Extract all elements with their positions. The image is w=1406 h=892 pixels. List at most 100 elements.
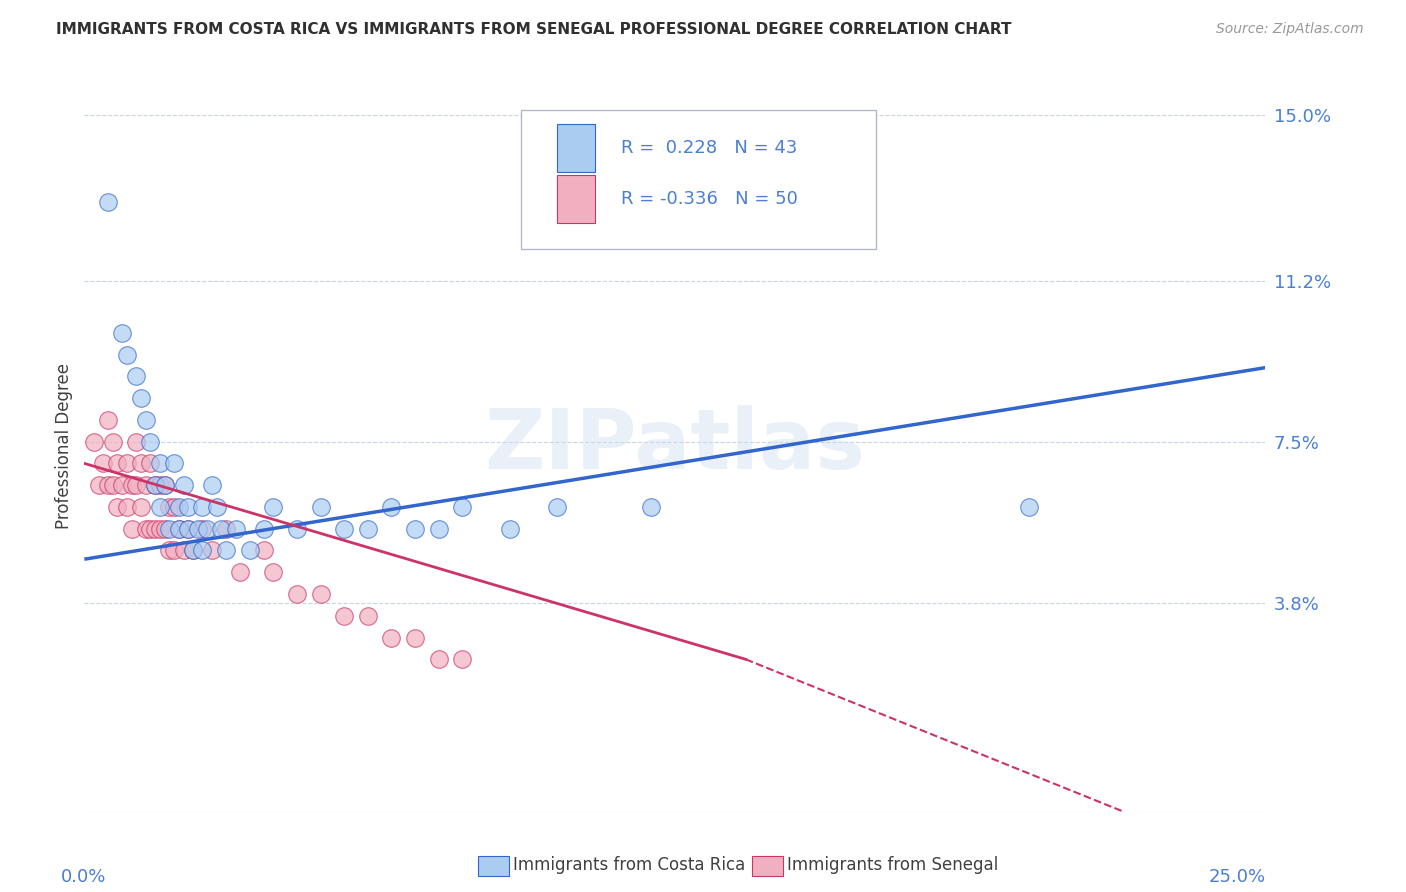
Point [163, 500, 186, 514]
Point [107, 457, 129, 471]
Point [111, 478, 134, 492]
Point [143, 478, 166, 492]
Point [157, 500, 180, 514]
Point [129, 391, 152, 405]
Text: Source: ZipAtlas.com: Source: ZipAtlas.com [1216, 22, 1364, 37]
Point [115, 348, 138, 362]
FancyBboxPatch shape [522, 110, 876, 249]
Point [209, 522, 232, 536]
Point [181, 543, 204, 558]
Point [357, 522, 380, 536]
Point [253, 543, 276, 558]
Point [87, 478, 110, 492]
Point [225, 522, 247, 536]
Point [380, 631, 402, 645]
Point [135, 522, 157, 536]
Point [153, 522, 176, 536]
Point [111, 326, 134, 340]
Point [239, 543, 262, 558]
Point [201, 478, 224, 492]
Point [83, 434, 105, 449]
Point [177, 522, 200, 536]
Point [153, 478, 176, 492]
Point [427, 652, 450, 666]
Point [333, 522, 356, 536]
Point [215, 522, 238, 536]
Point [262, 500, 284, 514]
Point [125, 478, 148, 492]
Point [333, 608, 356, 623]
Point [498, 522, 520, 536]
Point [153, 478, 176, 492]
Point [97, 195, 120, 210]
Point [97, 478, 120, 492]
Point [205, 500, 228, 514]
Point [191, 522, 214, 536]
Point [125, 369, 148, 384]
Point [157, 522, 180, 536]
Point [191, 500, 214, 514]
Point [215, 543, 238, 558]
Point [309, 587, 332, 601]
Point [427, 522, 450, 536]
Text: IMMIGRANTS FROM COSTA RICA VS IMMIGRANTS FROM SENEGAL PROFESSIONAL DEGREE CORREL: IMMIGRANTS FROM COSTA RICA VS IMMIGRANTS… [56, 22, 1012, 37]
Point [546, 500, 568, 514]
Point [143, 522, 166, 536]
Point [121, 478, 143, 492]
Point [143, 478, 166, 492]
Point [139, 434, 162, 449]
Text: 0.0%: 0.0% [60, 868, 105, 887]
Point [129, 457, 152, 471]
Point [173, 543, 195, 558]
Point [163, 543, 186, 558]
Point [125, 434, 148, 449]
Point [163, 457, 186, 471]
Text: Immigrants from Costa Rica: Immigrants from Costa Rica [513, 856, 745, 874]
Point [195, 522, 218, 536]
Point [201, 543, 224, 558]
Point [173, 478, 195, 492]
Point [285, 587, 308, 601]
Text: R =  0.228   N = 43: R = 0.228 N = 43 [620, 139, 797, 157]
Point [91, 457, 114, 471]
Point [101, 434, 124, 449]
Point [177, 522, 200, 536]
FancyBboxPatch shape [557, 176, 595, 223]
Point [1018, 500, 1040, 514]
Point [135, 478, 157, 492]
Point [253, 522, 276, 536]
Point [167, 522, 190, 536]
Text: R = -0.336   N = 50: R = -0.336 N = 50 [620, 190, 797, 208]
Point [139, 522, 162, 536]
Point [149, 478, 172, 492]
Point [187, 522, 209, 536]
Point [285, 522, 308, 536]
Point [167, 500, 190, 514]
Point [357, 608, 380, 623]
Point [229, 566, 252, 580]
Point [115, 457, 138, 471]
Point [149, 457, 172, 471]
Text: ZIPatlas: ZIPatlas [485, 406, 865, 486]
Point [262, 566, 284, 580]
Point [451, 500, 474, 514]
Point [107, 500, 129, 514]
Point [167, 522, 190, 536]
Point [309, 500, 332, 514]
Point [139, 457, 162, 471]
Point [97, 413, 120, 427]
Point [177, 500, 200, 514]
Point [640, 500, 662, 514]
Point [149, 522, 172, 536]
Point [157, 543, 180, 558]
Point [121, 522, 143, 536]
Point [404, 631, 426, 645]
Point [404, 522, 426, 536]
Point [380, 500, 402, 514]
Text: Immigrants from Senegal: Immigrants from Senegal [787, 856, 998, 874]
Y-axis label: Professional Degree: Professional Degree [55, 363, 73, 529]
Point [101, 478, 124, 492]
Point [451, 652, 474, 666]
Point [149, 500, 172, 514]
Point [115, 500, 138, 514]
